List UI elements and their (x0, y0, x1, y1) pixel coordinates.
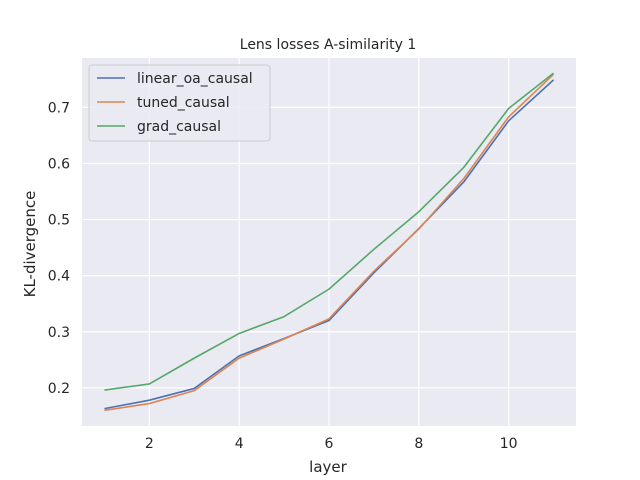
x-axis-label: layer (309, 458, 347, 476)
legend-box (88, 64, 271, 142)
legend-label: tuned_causal (137, 95, 230, 111)
legend-label: grad_causal (137, 119, 221, 135)
y-tick-labels: 0.2 0.3 0.4 0.5 0.6 0.7 (48, 100, 70, 396)
series-line-tuned_causal (104, 73, 555, 412)
y-tick-label: 0.2 (48, 381, 70, 397)
legend-label: linear_oa_causal (137, 71, 253, 87)
x-tick-label: 10 (500, 436, 518, 452)
x-tick-label: 4 (235, 436, 244, 452)
x-tick-label: 6 (325, 436, 334, 452)
series-line-linear_oa_causal (104, 79, 555, 410)
y-tick-label: 0.5 (48, 213, 70, 229)
x-tick-label: 8 (414, 436, 423, 452)
chart-title: Lens losses A-similarity 1 (240, 37, 416, 53)
y-tick-label: 0.3 (48, 325, 70, 341)
x-tick-label: 2 (145, 436, 154, 452)
y-axis-label: KL-divergence (21, 191, 39, 298)
y-tick-label: 0.7 (48, 100, 70, 116)
y-tick-label: 0.4 (48, 269, 70, 285)
series-lines (104, 72, 555, 412)
grid-lines (82, 58, 576, 426)
legend: linear_oa_causal tuned_causal grad_causal (88, 64, 271, 142)
x-tick-labels: 2 4 6 8 10 (145, 436, 518, 452)
y-tick-label: 0.6 (48, 156, 70, 172)
series-line-grad_causal (104, 72, 555, 391)
